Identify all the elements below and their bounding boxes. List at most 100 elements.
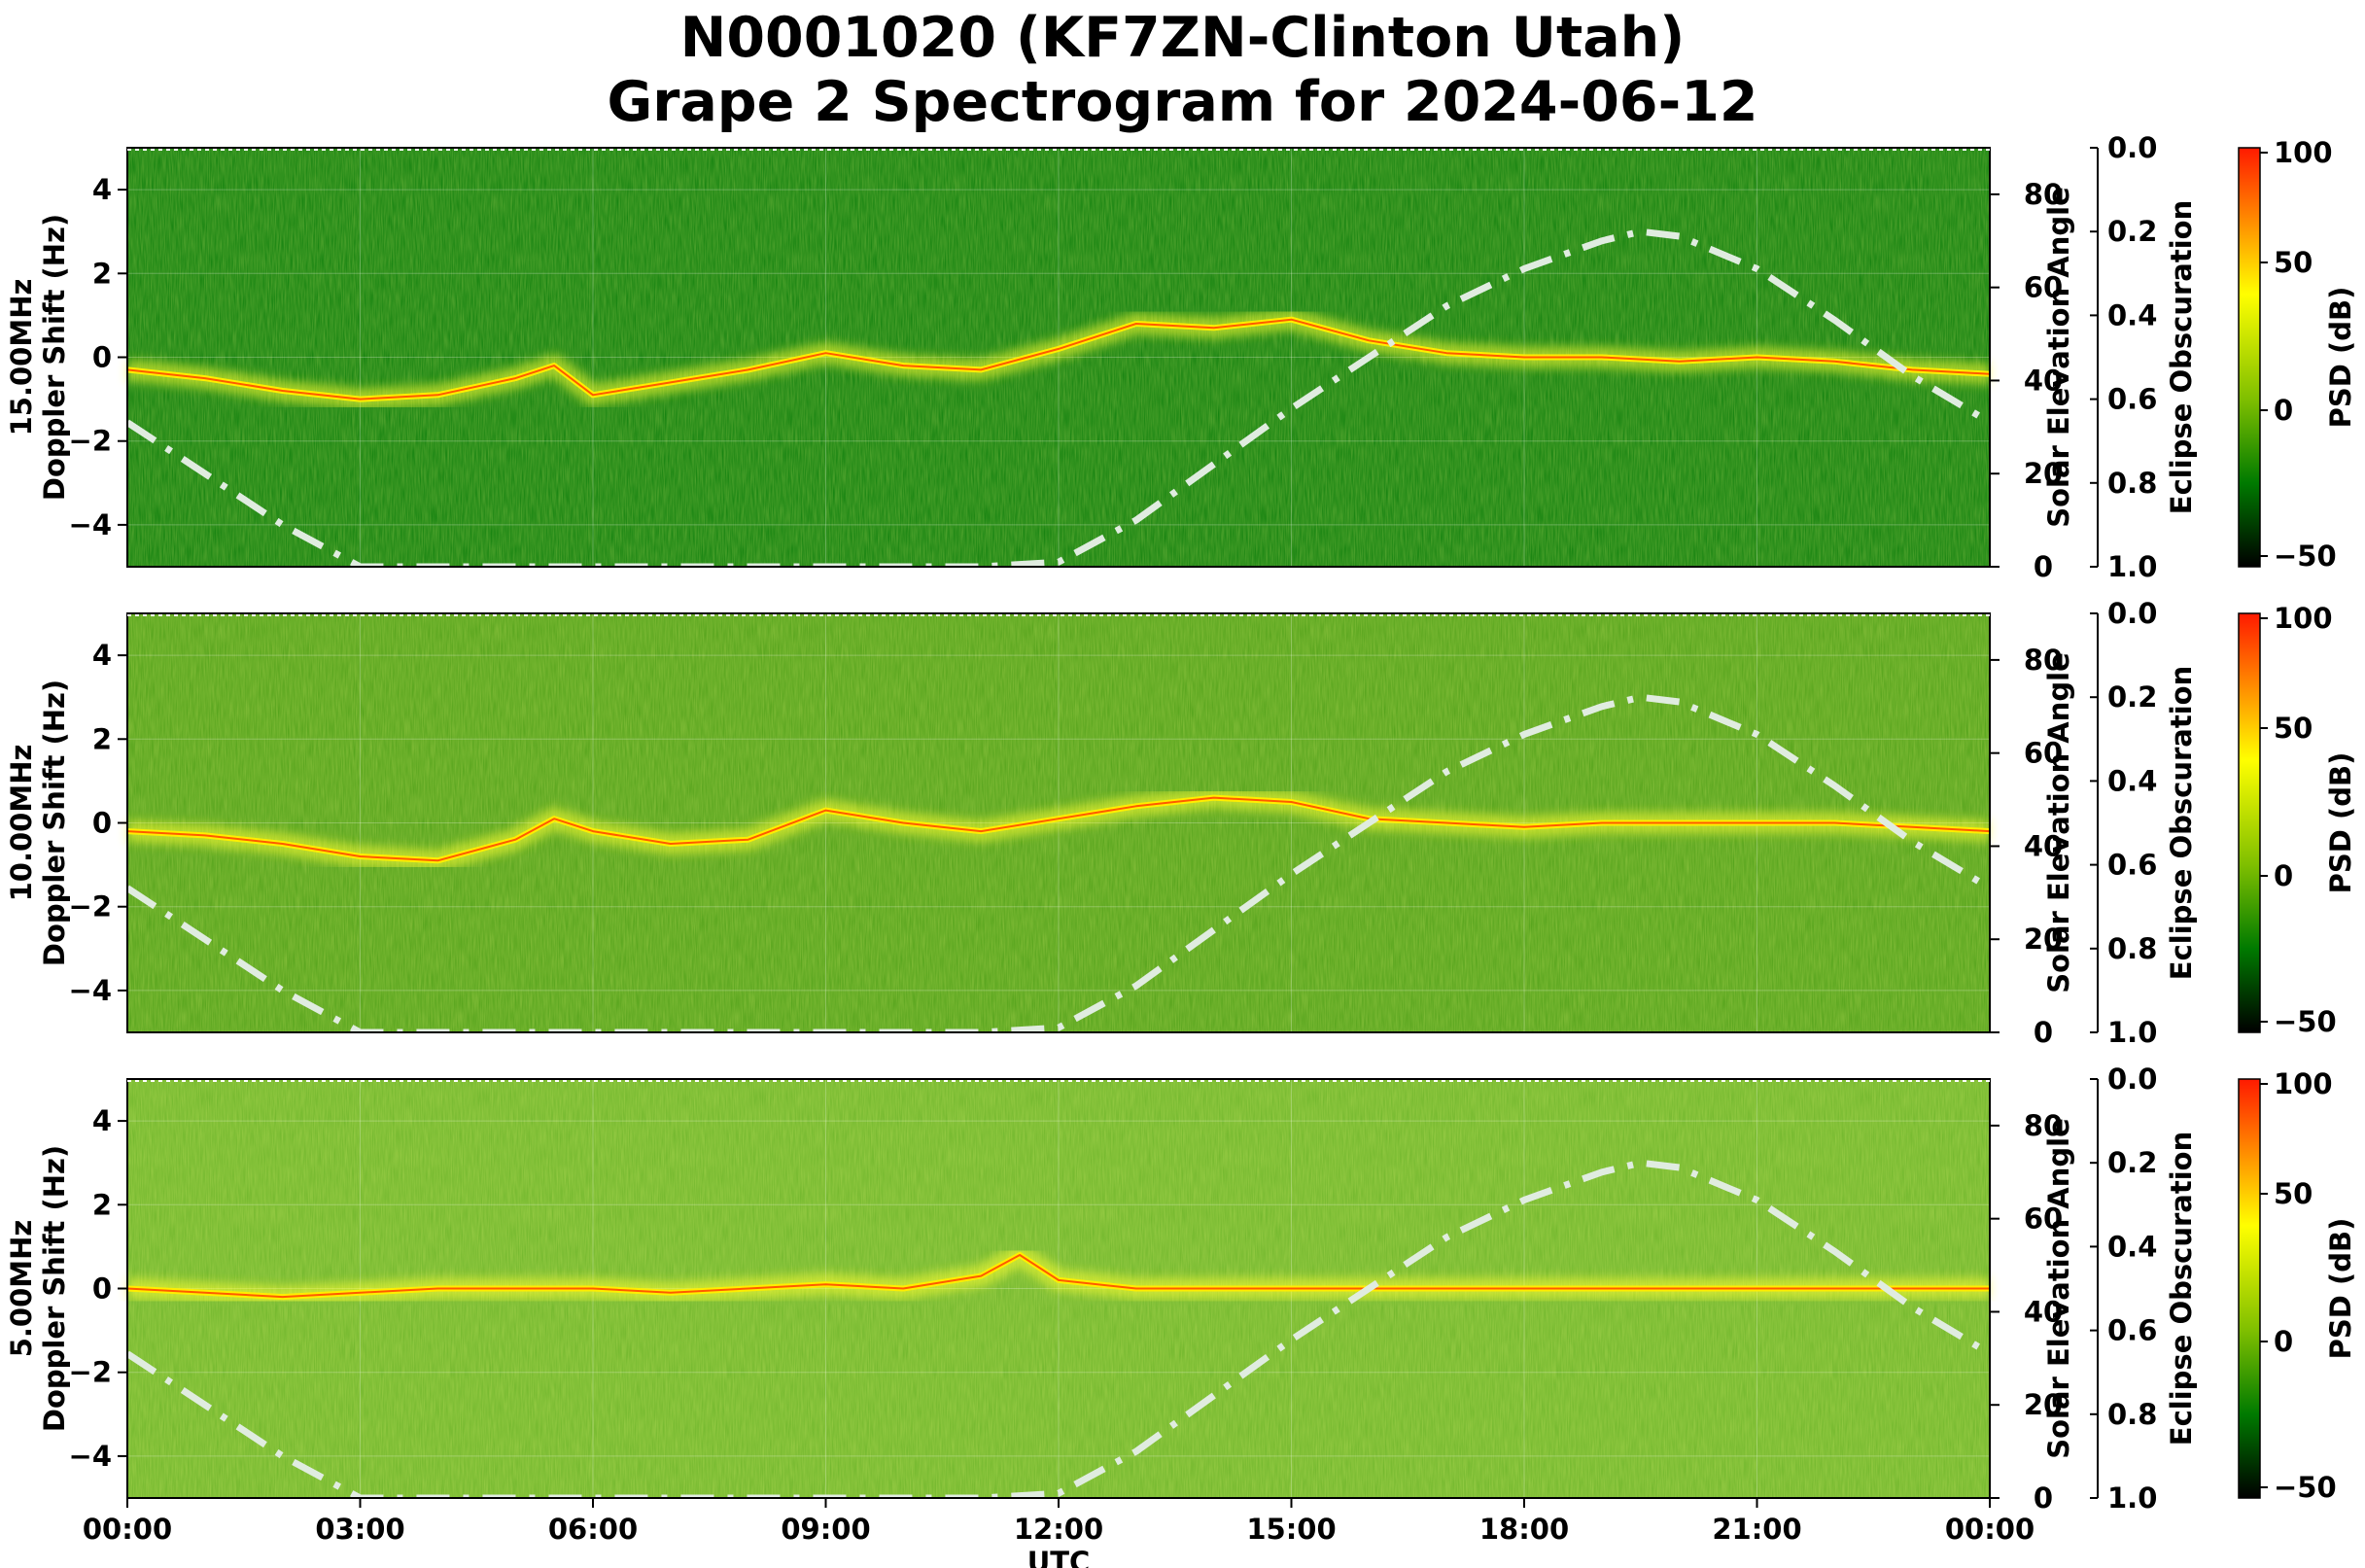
y-tick-label: 0 [92, 1272, 112, 1306]
y-tick-label: −2 [69, 890, 112, 923]
eclipse-tick-label: 1.0 [2107, 550, 2157, 583]
x-tick-label: 15:00 [1246, 1513, 1336, 1546]
eclipse-axis-label: Eclipse Obscuration [2165, 200, 2198, 514]
x-axis-label: UTC [1027, 1546, 1091, 1568]
eclipse-tick-label: 0.4 [2107, 764, 2157, 797]
y2-tick-label: 40 [2024, 829, 2063, 862]
colorbar-tick-label: 0 [2274, 394, 2293, 427]
colorbar [2238, 1078, 2261, 1499]
eclipse-tick-label: 0.8 [2107, 467, 2157, 500]
eclipse-tick-label: 0.2 [2107, 215, 2157, 248]
y-axis-label: Doppler Shift (Hz) [38, 1145, 71, 1432]
colorbar-label: PSD (dB) [2324, 1218, 2357, 1360]
colorbar-tick-label: 100 [2274, 1067, 2333, 1100]
y2-axis-label: Solar Elevation Angle [2042, 652, 2075, 993]
eclipse-axis-label: Eclipse Obscuration [2165, 1132, 2198, 1446]
eclipse-tick-label: 0.2 [2107, 1146, 2157, 1179]
y-tick-label: −4 [69, 508, 112, 541]
y-axis-label: Doppler Shift (Hz) [38, 214, 71, 501]
y2-tick-label: 0 [2034, 1481, 2053, 1515]
colorbar-tick-label: −50 [2274, 1471, 2337, 1504]
solar-elevation-curve [127, 227, 1990, 567]
y-tick-label: 4 [92, 639, 112, 672]
x-tick-label: 12:00 [1014, 1513, 1103, 1546]
x-tick-label: 06:00 [548, 1513, 638, 1546]
y-tick-label: 0 [92, 807, 112, 840]
y2-tick-label: 0 [2034, 550, 2053, 583]
x-tick-label: 03:00 [315, 1513, 404, 1546]
eclipse-tick-label: 0.2 [2107, 680, 2157, 714]
x-tick-label: 00:00 [1945, 1513, 2035, 1546]
eclipse-tick-label: 0.8 [2107, 932, 2157, 965]
eclipse-tick-label: 0.0 [2107, 131, 2157, 164]
solar-elevation-curve [127, 693, 1990, 1032]
colorbar-label: PSD (dB) [2324, 287, 2357, 429]
y-tick-label: −2 [69, 425, 112, 458]
colorbar-tick-label: 50 [2274, 1177, 2313, 1210]
colorbar [2238, 147, 2261, 568]
colorbar-tick-label: 100 [2274, 136, 2333, 169]
y2-tick-label: 60 [2024, 271, 2063, 304]
title-line-1: N0001020 (KF7ZN-Clinton Utah) [679, 6, 1686, 70]
y-tick-label: 0 [92, 341, 112, 374]
colorbar-tick-label: 50 [2274, 246, 2313, 279]
y-tick-label: −2 [69, 1356, 112, 1389]
y2-tick-label: 60 [2024, 737, 2063, 770]
y2-tick-label: 80 [2024, 1109, 2063, 1142]
colorbar-tick-label: −50 [2274, 1005, 2337, 1038]
x-tick-label: 09:00 [781, 1513, 870, 1546]
y-tick-label: 4 [92, 173, 112, 206]
y-tick-label: −4 [69, 974, 112, 1007]
colorbar-tick-label: 0 [2274, 1325, 2293, 1358]
y-axis-label-frequency: 5.00MHz [5, 1220, 38, 1358]
y2-tick-label: 20 [2024, 457, 2063, 490]
panel-2: 420−2−410.00MHz Doppler Shift (Hz)8060402… [5, 597, 2357, 1049]
panel-3: 420−2−45.00MHz Doppler Shift (Hz)80604020… [5, 1063, 2357, 1515]
y2-tick-label: 60 [2024, 1202, 2063, 1236]
eclipse-tick-label: 0.4 [2107, 1230, 2157, 1263]
y2-tick-label: 20 [2024, 1388, 2063, 1421]
colorbar [2238, 612, 2261, 1033]
eclipse-tick-label: 0.6 [2107, 849, 2157, 882]
eclipse-tick-label: 0.6 [2107, 383, 2157, 416]
colorbar-tick-label: 50 [2274, 712, 2313, 745]
colorbar-tick-label: 100 [2274, 602, 2333, 635]
signal-trace-core [126, 796, 1991, 862]
panel-1: 420−2−415.00MHz Doppler Shift (Hz)8060402… [5, 131, 2357, 583]
y-axis-label: Doppler Shift (Hz) [38, 679, 71, 966]
y2-tick-label: 40 [2024, 364, 2063, 397]
chart-title: N0001020 (KF7ZN-Clinton Utah) Grape 2 Sp… [0, 6, 2365, 134]
eclipse-tick-label: 0.8 [2107, 1398, 2157, 1431]
y-tick-label: 2 [92, 1188, 112, 1221]
y-tick-label: −4 [69, 1440, 112, 1473]
y-axis-label-frequency: 10.00MHz [5, 745, 38, 902]
y2-tick-label: 80 [2024, 644, 2063, 677]
y-tick-label: 2 [92, 722, 112, 755]
colorbar-tick-label: 0 [2274, 859, 2293, 892]
y2-axis-label: Solar Elevation Angle [2042, 1118, 2075, 1459]
x-tick-label: 18:00 [1479, 1513, 1569, 1546]
x-tick-label: 21:00 [1712, 1513, 1801, 1546]
y2-tick-label: 0 [2034, 1016, 2053, 1049]
eclipse-axis-label: Eclipse Obscuration [2165, 666, 2198, 980]
signal-trace-core [126, 318, 1991, 401]
eclipse-tick-label: 0.4 [2107, 298, 2157, 331]
eclipse-tick-label: 1.0 [2107, 1481, 2157, 1515]
y2-tick-label: 20 [2024, 923, 2063, 956]
eclipse-tick-label: 0.0 [2107, 597, 2157, 630]
x-tick-label: 00:00 [83, 1513, 172, 1546]
title-line-2: Grape 2 Spectrogram for 2024-06-12 [607, 70, 1758, 134]
colorbar-label: PSD (dB) [2324, 752, 2357, 894]
y-axis-label-frequency: 15.00MHz [5, 279, 38, 436]
y-tick-label: 4 [92, 1104, 112, 1137]
y-tick-label: 2 [92, 257, 112, 290]
colorbar-tick-label: −50 [2274, 540, 2337, 573]
y2-axis-label: Solar Elevation Angle [2042, 187, 2075, 528]
eclipse-tick-label: 0.6 [2107, 1314, 2157, 1347]
signal-trace-core [126, 1254, 1990, 1299]
eclipse-tick-label: 0.0 [2107, 1063, 2157, 1096]
y2-tick-label: 40 [2024, 1295, 2063, 1328]
solar-elevation-curve [127, 1159, 1990, 1498]
y2-tick-label: 80 [2024, 178, 2063, 211]
